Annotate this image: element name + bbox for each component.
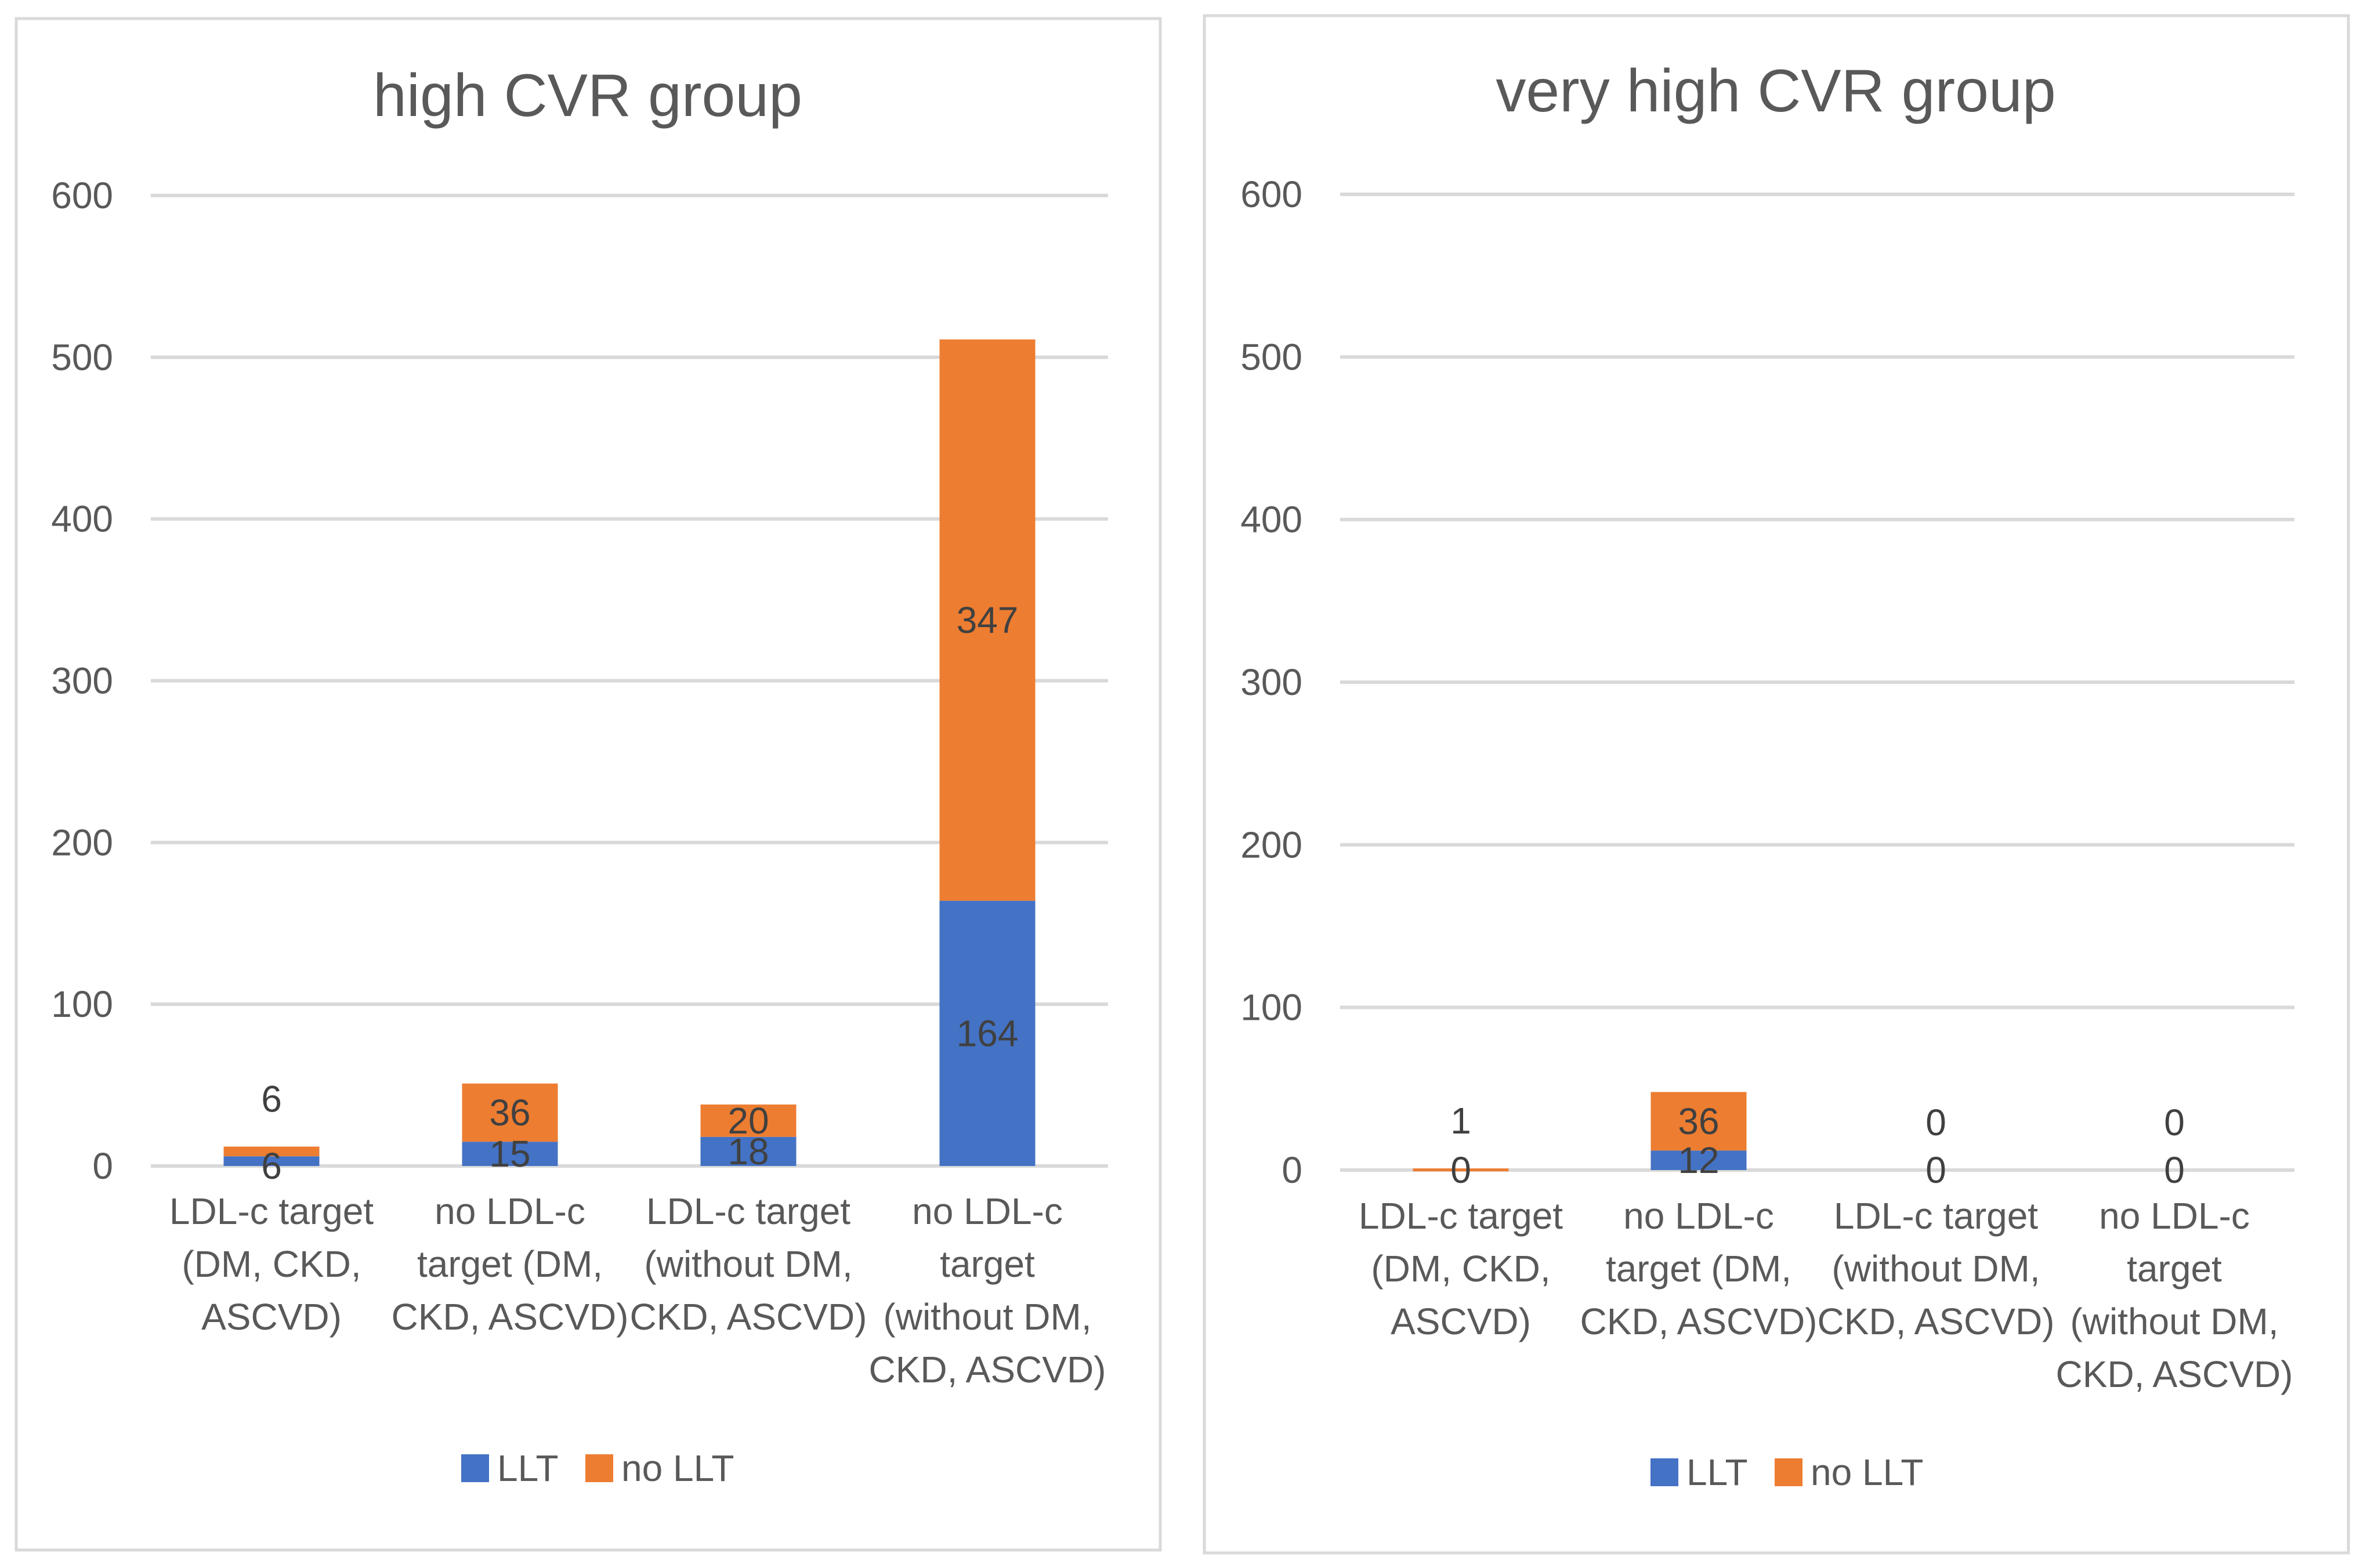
legend-label: no LLT [1811,1451,1924,1493]
legend-label: LLT [1686,1451,1748,1493]
data-label: 20 [727,1100,769,1142]
data-label: 6 [261,1145,282,1187]
y-tick-label: 400 [1240,499,1302,541]
data-label: 0 [2164,1102,2185,1143]
data-label: 36 [489,1092,530,1134]
y-tick-label: 200 [51,821,113,863]
data-label: 36 [1678,1100,1719,1142]
legend-swatch [1775,1458,1802,1486]
y-tick-label: 0 [1282,1149,1302,1191]
y-tick-label: 600 [1240,173,1302,215]
legend-swatch [585,1454,613,1482]
chart-frame [1203,14,2350,1555]
bar-segment-no-llt [1413,1168,1509,1172]
bar-segment-no-llt [462,1083,558,1142]
y-tick-label: 600 [51,175,113,216]
data-label: 0 [1450,1149,1471,1191]
bar-segment-llt [462,1142,558,1166]
chart-panel-high-cvr: high CVR group 0 100 200 300 400 500 600 6 6 1536… [15,17,1162,1552]
bar-segment-llt [700,1136,797,1166]
legend-swatch [1650,1458,1678,1486]
x-category-label: LDL-c target (without DM, CKD, ASCVD) [630,1190,867,1338]
x-category-label: no LDL-c target (without DM, CKD, ASCVD) [869,1190,1106,1390]
x-category-label: LDL-c target (DM, CKD, ASCVD) [169,1190,374,1338]
data-label: 6 [261,1078,282,1120]
x-category-label: LDL-c target (DM, CKD, ASCVD) [1359,1195,1563,1342]
chart-title: high CVR group [373,62,802,129]
x-category-label: no LDL-c target (DM, CKD, ASCVD) [392,1190,629,1338]
data-label: 18 [727,1131,769,1172]
y-tick-label: 0 [92,1145,113,1187]
data-label: 0 [1925,1149,1946,1191]
x-category-label: LDL-c target (without DM, CKD, ASCVD) [1818,1195,2055,1342]
x-category-label: no LDL-c target (without DM, CKD, ASCVD) [2056,1195,2293,1395]
data-label: 15 [489,1133,530,1175]
y-tick-label: 500 [51,336,113,378]
legend-swatch [461,1454,489,1482]
x-category-label: no LDL-c target (DM, CKD, ASCVD) [1580,1195,1818,1342]
bar-segment-no-llt [223,1146,320,1157]
y-tick-label: 400 [51,498,113,540]
bar-segment-llt [939,900,1036,1166]
data-label: 1 [1450,1100,1471,1142]
bar-segment-no-llt [1650,1092,1747,1151]
bar-segment-no-llt [939,339,1036,901]
data-label: 0 [2164,1149,2185,1191]
legend-label: LLT [497,1447,559,1489]
y-tick-label: 100 [1240,987,1302,1029]
data-label: 0 [1925,1102,1946,1143]
legend-label: no LLT [621,1447,734,1489]
y-tick-label: 300 [51,660,113,702]
y-tick-label: 100 [51,983,113,1025]
bar-segment-llt [223,1156,320,1166]
y-tick-label: 200 [1240,824,1302,866]
y-tick-label: 500 [1240,336,1302,378]
y-tick-label: 300 [1240,661,1302,703]
bar-segment-no-llt [700,1105,797,1137]
data-label: 164 [957,1012,1019,1054]
chart-panel-very-high-cvr: very high CVR group 01002003004005006000… [1203,14,2350,1555]
data-label: 12 [1678,1139,1719,1181]
chart-title: very high CVR group [1496,57,2055,125]
data-label: 347 [957,599,1019,641]
bar-segment-llt [1650,1150,1747,1170]
